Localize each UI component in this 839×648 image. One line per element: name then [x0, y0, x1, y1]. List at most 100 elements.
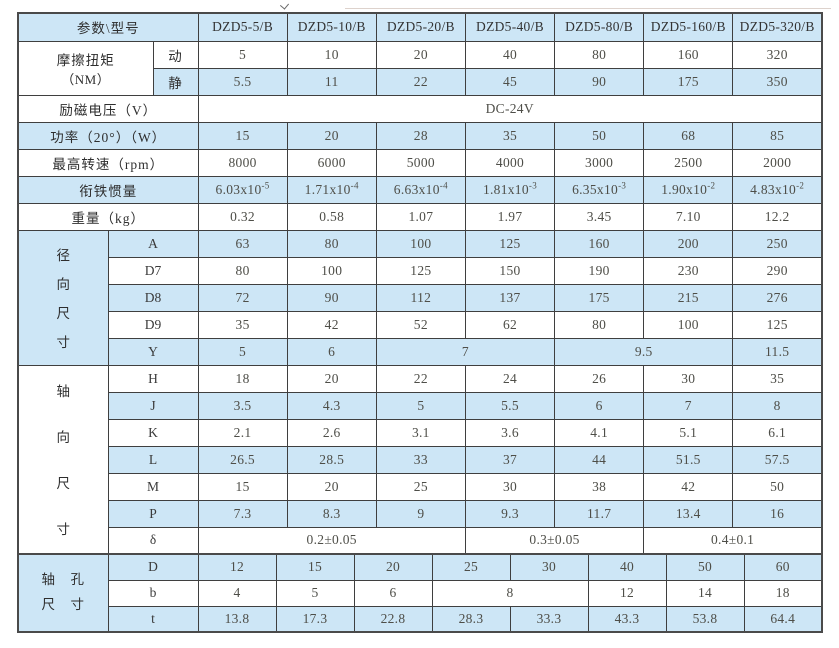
axial-value: 7.3 [197, 499, 288, 528]
dim-name: D7 [107, 256, 199, 285]
dim-name: P [107, 499, 199, 528]
friction-dynamic-value: 20 [375, 40, 466, 69]
radial-value: 125 [375, 256, 466, 285]
spec-table-shaft-hole: 轴 孔 尺 寸 D 12 15 20 25 30 40 50 60 b 4 5 … [17, 553, 823, 633]
axial-value: 42 [643, 472, 734, 501]
axial-value: 11.7 [554, 499, 645, 528]
radial-value: 100 [375, 229, 466, 258]
armature-inertia-value: 4.83x10-2 [732, 175, 823, 204]
max-speed-value: 3000 [554, 148, 645, 177]
scan-artifact-line [345, 8, 831, 9]
max-speed-value: 6000 [286, 148, 377, 177]
dim-name: b [107, 579, 199, 607]
axial-value: 2.1 [197, 418, 288, 447]
axial-value: 6.1 [732, 418, 823, 447]
radial-value: 276 [732, 283, 823, 312]
row-axial-M: M 15 20 25 30 38 42 50 [18, 472, 823, 501]
axial-value: 5.1 [643, 418, 734, 447]
shaft-value: 4 [197, 579, 277, 607]
radial-value: 190 [554, 256, 645, 285]
axial-value: 51.5 [643, 445, 734, 474]
axial-value: 22 [375, 364, 466, 393]
armature-inertia-value: 6.03x10-5 [197, 175, 288, 204]
shaft-value: 22.8 [353, 605, 433, 633]
radial-label-char: 径 [56, 247, 71, 263]
axial-value: 9.3 [464, 499, 556, 528]
row-axial-L: L 26.5 28.5 33 37 44 51.5 57.5 [18, 445, 823, 474]
axial-value-merged: 0.4±0.1 [643, 526, 823, 555]
dim-name: H [107, 364, 199, 393]
axial-value: 37 [464, 445, 556, 474]
max-speed-label: 最高转速（rpm） [17, 148, 199, 177]
shaft-label-line: 轴 孔 [41, 572, 85, 588]
radial-value: 100 [286, 256, 377, 285]
shaft-value: 30 [509, 553, 589, 581]
shaft-value: 13.8 [197, 605, 277, 633]
axial-label-char: 向 [56, 430, 71, 446]
radial-value: 52 [375, 310, 466, 339]
model-header: DZD5-160/B [643, 12, 734, 42]
radial-value: 215 [643, 283, 734, 312]
radial-value: 112 [375, 283, 466, 312]
axial-value: 35 [732, 364, 823, 393]
radial-value: 42 [286, 310, 377, 339]
row-weight: 重量（kg） 0.32 0.58 1.07 1.97 3.45 7.10 12.… [17, 202, 823, 231]
power-label: 功率（20°）（W） [17, 121, 199, 150]
param-model-header: 参数\型号 [17, 12, 199, 42]
row-power: 功率（20°）（W） 15 20 28 35 50 68 85 [17, 121, 823, 150]
row-shaft-b: b 4 5 6 8 12 14 18 [18, 579, 823, 607]
axial-value: 16 [732, 499, 823, 528]
radial-value: 72 [197, 283, 288, 312]
friction-dynamic-value: 5 [197, 40, 288, 69]
row-axial-P: P 7.3 8.3 9 9.3 11.7 13.4 16 [18, 499, 823, 528]
axial-value-merged: 0.3±0.05 [464, 526, 645, 555]
shaft-value: 28.3 [431, 605, 511, 633]
radial-value: 290 [732, 256, 823, 285]
row-radial-D8: D8 72 90 112 137 175 215 276 [18, 283, 823, 312]
max-speed-value: 5000 [375, 148, 466, 177]
axial-value: 3.1 [375, 418, 466, 447]
dim-name: A [107, 229, 199, 258]
axial-value: 28.5 [286, 445, 377, 474]
friction-static-value: 175 [643, 67, 734, 96]
weight-label: 重量（kg） [17, 202, 199, 231]
shaft-hole-section-label: 轴 孔 尺 寸 [17, 553, 109, 633]
static-label: 静 [152, 67, 199, 96]
axial-value: 5 [375, 391, 466, 420]
axial-label-char: 轴 [56, 384, 71, 400]
dim-name: D9 [107, 310, 199, 339]
dynamic-label: 动 [152, 40, 199, 69]
dim-name: t [107, 605, 199, 633]
weight-value: 1.97 [464, 202, 556, 231]
max-speed-value: 8000 [197, 148, 288, 177]
shaft-value: 15 [275, 553, 355, 581]
row-friction-dynamic: 摩擦扭矩 （NM） 动 5 10 20 40 80 160 320 [17, 40, 823, 96]
dim-name: M [107, 472, 199, 501]
axial-value: 15 [197, 472, 288, 501]
axial-value: 30 [464, 472, 556, 501]
radial-value: 100 [643, 310, 734, 339]
axial-value: 33 [375, 445, 466, 474]
radial-value: 125 [732, 310, 823, 339]
dim-name: δ [107, 526, 199, 555]
shaft-value: 43.3 [587, 605, 667, 633]
shaft-value: 25 [431, 553, 511, 581]
radial-value: 62 [464, 310, 556, 339]
armature-inertia-label: 衔铁惯量 [17, 175, 199, 204]
radial-value: 5 [197, 337, 288, 366]
radial-value: 80 [554, 310, 645, 339]
dim-name: K [107, 418, 199, 447]
weight-value: 0.32 [197, 202, 288, 231]
row-axial-delta: δ 0.2±0.05 0.3±0.05 0.4±0.1 [18, 526, 823, 555]
axial-value: 4.1 [554, 418, 645, 447]
weight-value: 3.45 [554, 202, 645, 231]
radial-label-char: 寸 [56, 335, 71, 351]
radial-value: 90 [286, 283, 377, 312]
row-voltage: 励磁电压（V） DC-24V [17, 94, 823, 123]
friction-static-value: 22 [375, 67, 466, 96]
armature-inertia-value: 1.90x10-2 [643, 175, 734, 204]
row-radial-D9: D9 35 42 52 62 80 100 125 [18, 310, 823, 339]
radial-value-merged: 7 [375, 337, 556, 366]
radial-value: 125 [464, 229, 556, 258]
armature-inertia-value: 6.63x10-4 [375, 175, 466, 204]
